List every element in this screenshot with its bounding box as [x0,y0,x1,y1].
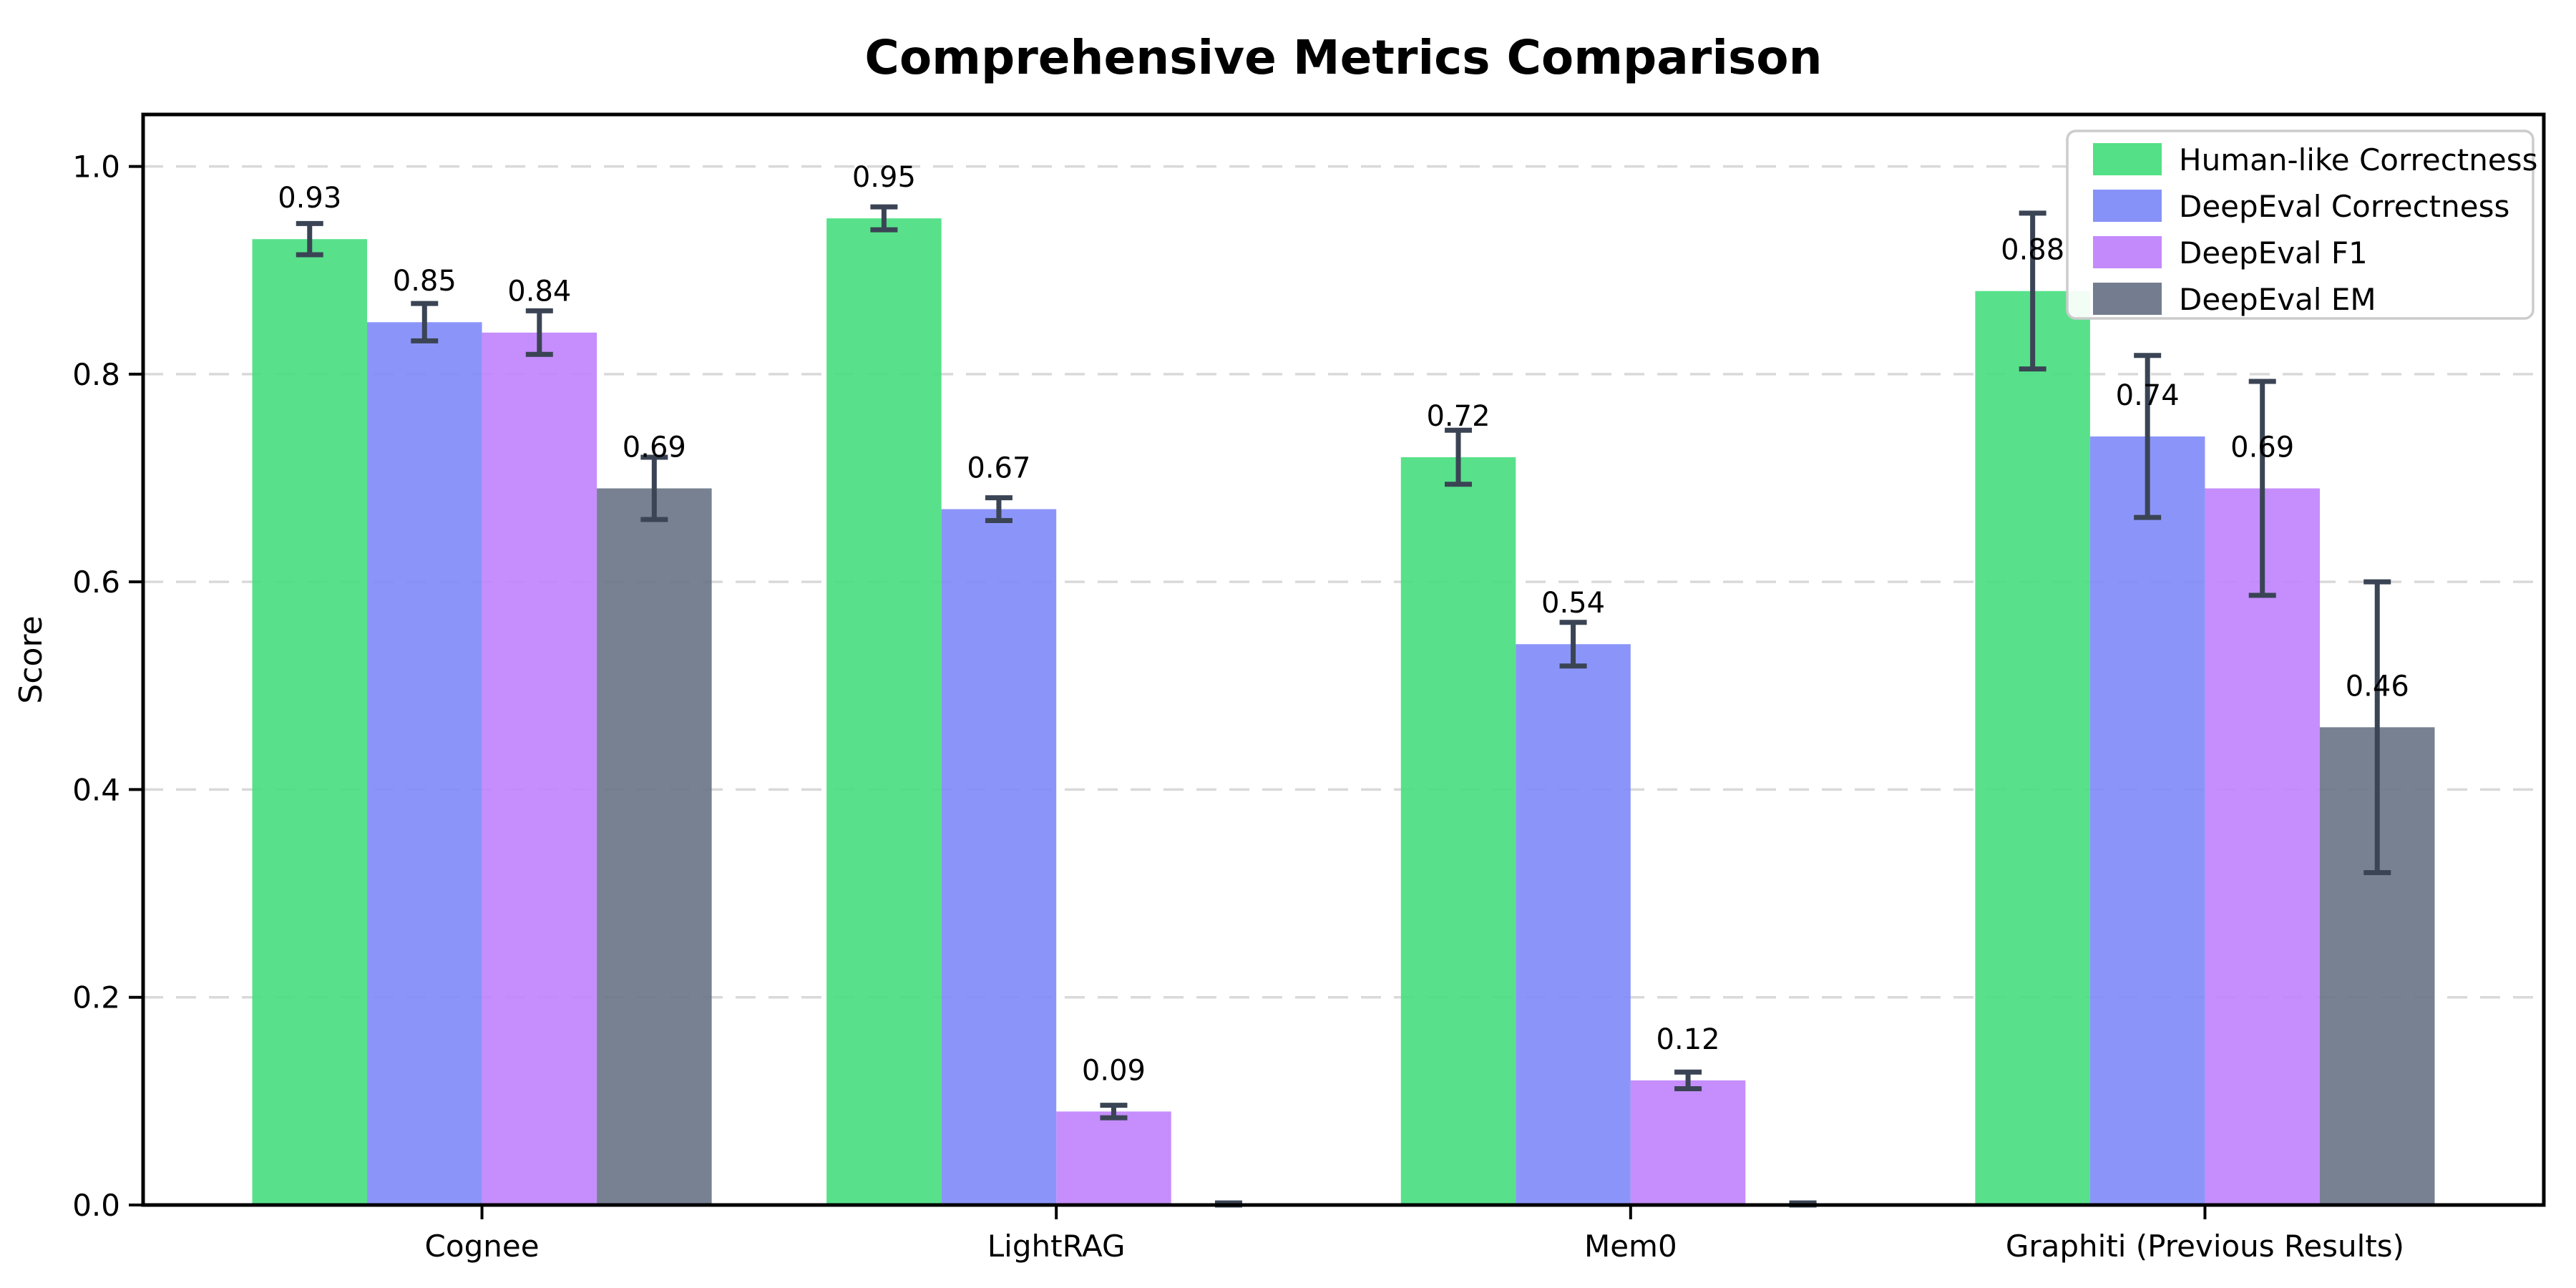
bar [2089,436,2205,1205]
legend-label: DeepEval EM [2179,282,2376,317]
legend-swatch [2093,190,2162,222]
legend-swatch [2093,283,2162,315]
y-tick-label: 0.8 [72,357,120,392]
bars [252,218,2435,1206]
bar [367,322,482,1206]
bar [597,488,712,1205]
chart-title: Comprehensive Metrics Comparison [864,30,1822,85]
bar-value-label: 0.95 [852,161,916,194]
legend-label: DeepEval Correctness [2179,189,2509,224]
axes-spines [141,112,2546,1207]
x-category-label: Graphiti (Previous Results) [2006,1229,2404,1264]
bar [482,332,597,1205]
bar-value-label: 0.88 [2001,234,2064,267]
y-tick-label: 0.0 [72,1188,120,1223]
bar-value-label: 0.46 [2346,670,2409,703]
y-axis: 0.0 0.2 0.4 0.6 0.8 1.0 [72,150,143,1223]
y-tick-label: 1.0 [72,150,120,185]
bar [941,509,1057,1205]
y-tick-label: 0.2 [72,980,120,1015]
bar-value-label: 0.84 [507,275,571,308]
legend-box [2066,130,2534,320]
legend-label: DeepEval F1 [2179,235,2368,270]
bar-value-label: 0.69 [623,431,686,464]
bar-value-label: 0.72 [1426,400,1490,433]
bar [1056,1111,1171,1205]
x-category-label: LightRAG [987,1229,1126,1264]
bar-value-label: 0.12 [1657,1023,1720,1056]
bar [826,218,942,1206]
bar [1975,291,2090,1205]
y-tick-label: 0.6 [72,565,120,600]
y-axis-label: Score [13,615,49,703]
bar [1400,457,1516,1205]
x-category-label: Cognee [425,1229,540,1264]
y-tick-label: 0.4 [72,772,120,807]
bar [1630,1080,1746,1205]
x-category-label: Mem0 [1584,1229,1677,1264]
x-axis: Cognee LightRAG Mem0 Graphiti (Previous Res… [425,1205,2404,1264]
bar [2205,488,2320,1205]
bar-value-labels: 0.93 0.95 0.72 0.88 0.85 0.67 0.54 0.74 0.84 0.09… [278,161,2409,1087]
bar-value-label: 0.09 [1082,1054,1146,1087]
legend: Human-like Correctness DeepEval Correctne… [2066,130,2538,320]
legend-swatch [2093,236,2162,268]
bar [1516,644,1631,1205]
legend-swatch [2093,143,2162,175]
error-bars [296,204,2391,1208]
bar-value-label: 0.74 [2116,379,2180,412]
bar-value-label: 0.54 [1541,587,1605,620]
bar-value-label: 0.93 [278,182,341,215]
bar-value-label: 0.85 [393,265,457,298]
bar [252,239,368,1206]
bar-value-label: 0.69 [2230,431,2294,464]
legend-label: Human-like Correctness [2179,142,2538,177]
bar-value-label: 0.67 [967,452,1030,484]
